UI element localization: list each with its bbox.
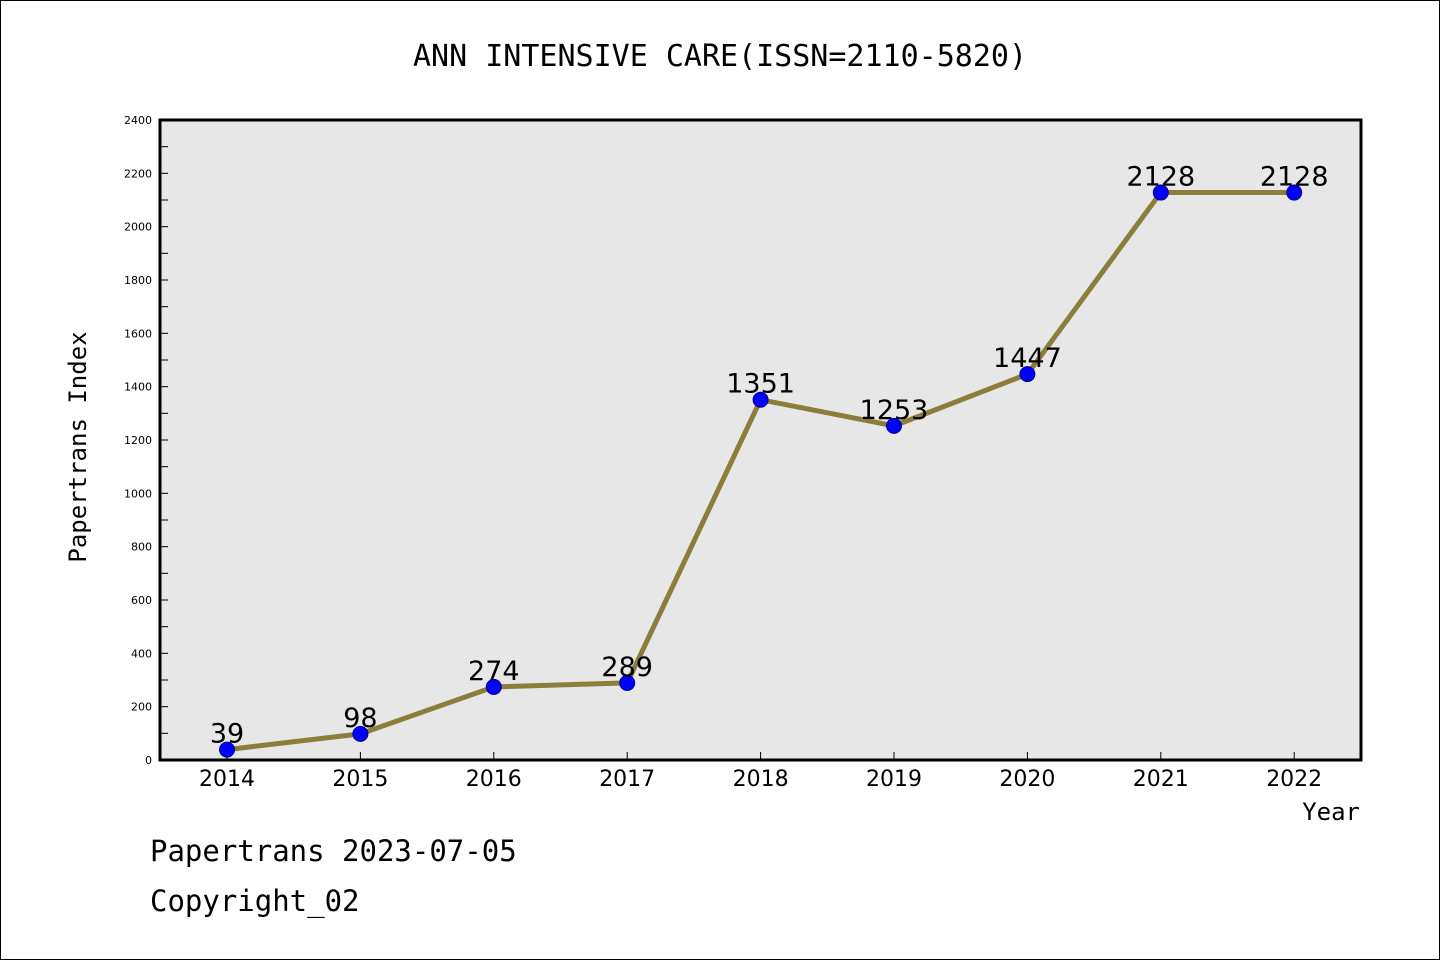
data-label: 1351	[726, 369, 795, 400]
x-tick-label: 2014	[199, 767, 255, 792]
x-tick-label: 2021	[1133, 767, 1189, 792]
y-tick-label: 1000	[124, 487, 152, 500]
data-label: 98	[343, 703, 377, 734]
y-tick-label: 2000	[124, 221, 152, 234]
data-labels-layer: 39 98 274 289 1351 1253 1447 2128 2128	[210, 162, 1329, 750]
y-axis: 0 200 400 600 800 1000 1200 1400 1600 1800 2000 220…	[124, 114, 168, 767]
data-label: 2128	[1260, 162, 1329, 193]
y-tick-label: 1800	[124, 274, 152, 287]
y-axis-label: Papertrans Index	[64, 331, 92, 562]
series-layer	[219, 184, 1303, 758]
y-tick-label: 600	[131, 594, 152, 607]
y-tick-label: 1400	[124, 381, 152, 394]
x-axis-label: Year	[1302, 798, 1360, 826]
data-point	[1152, 184, 1169, 201]
x-tick-label: 2015	[332, 767, 388, 792]
y-tick-label: 2200	[124, 167, 152, 180]
y-tick-label: 800	[131, 541, 152, 554]
chart-title: ANN INTENSIVE CARE(ISSN=2110-5820)	[413, 39, 1027, 74]
y-tick-label: 200	[131, 701, 152, 714]
y-tick-label: 1600	[124, 327, 152, 340]
x-axis: 2014 2015 2016 2017 2018 2019 2020 2021 2022	[199, 752, 1322, 792]
data-label: 2128	[1126, 162, 1195, 193]
y-tick-label: 0	[145, 754, 152, 767]
data-label: 1253	[860, 395, 929, 426]
y-tick-label: 2400	[124, 114, 152, 127]
data-label: 39	[210, 719, 244, 750]
x-tick-label: 2018	[733, 767, 789, 792]
data-point	[219, 741, 235, 758]
footer-copyright-line: Copyright_02	[150, 884, 360, 918]
data-point	[485, 678, 502, 695]
data-point	[886, 417, 902, 434]
data-point	[752, 391, 769, 408]
data-point	[619, 674, 636, 691]
data-label: 1447	[993, 343, 1062, 374]
data-point	[1019, 366, 1036, 383]
data-point	[352, 725, 369, 742]
x-tick-label: 2020	[999, 767, 1055, 792]
x-tick-label: 2019	[866, 767, 922, 792]
y-tick-label: 1200	[124, 434, 152, 447]
data-label: 289	[601, 652, 653, 683]
footer-date-line: Papertrans 2023-07-05	[150, 834, 517, 868]
data-point	[1286, 184, 1303, 201]
data-label: 274	[468, 656, 520, 687]
x-tick-label: 2016	[466, 767, 522, 792]
plot-area	[158, 118, 1363, 762]
x-tick-label: 2022	[1266, 767, 1322, 792]
y-tick-label: 400	[131, 647, 152, 660]
x-tick-label: 2017	[599, 767, 655, 792]
